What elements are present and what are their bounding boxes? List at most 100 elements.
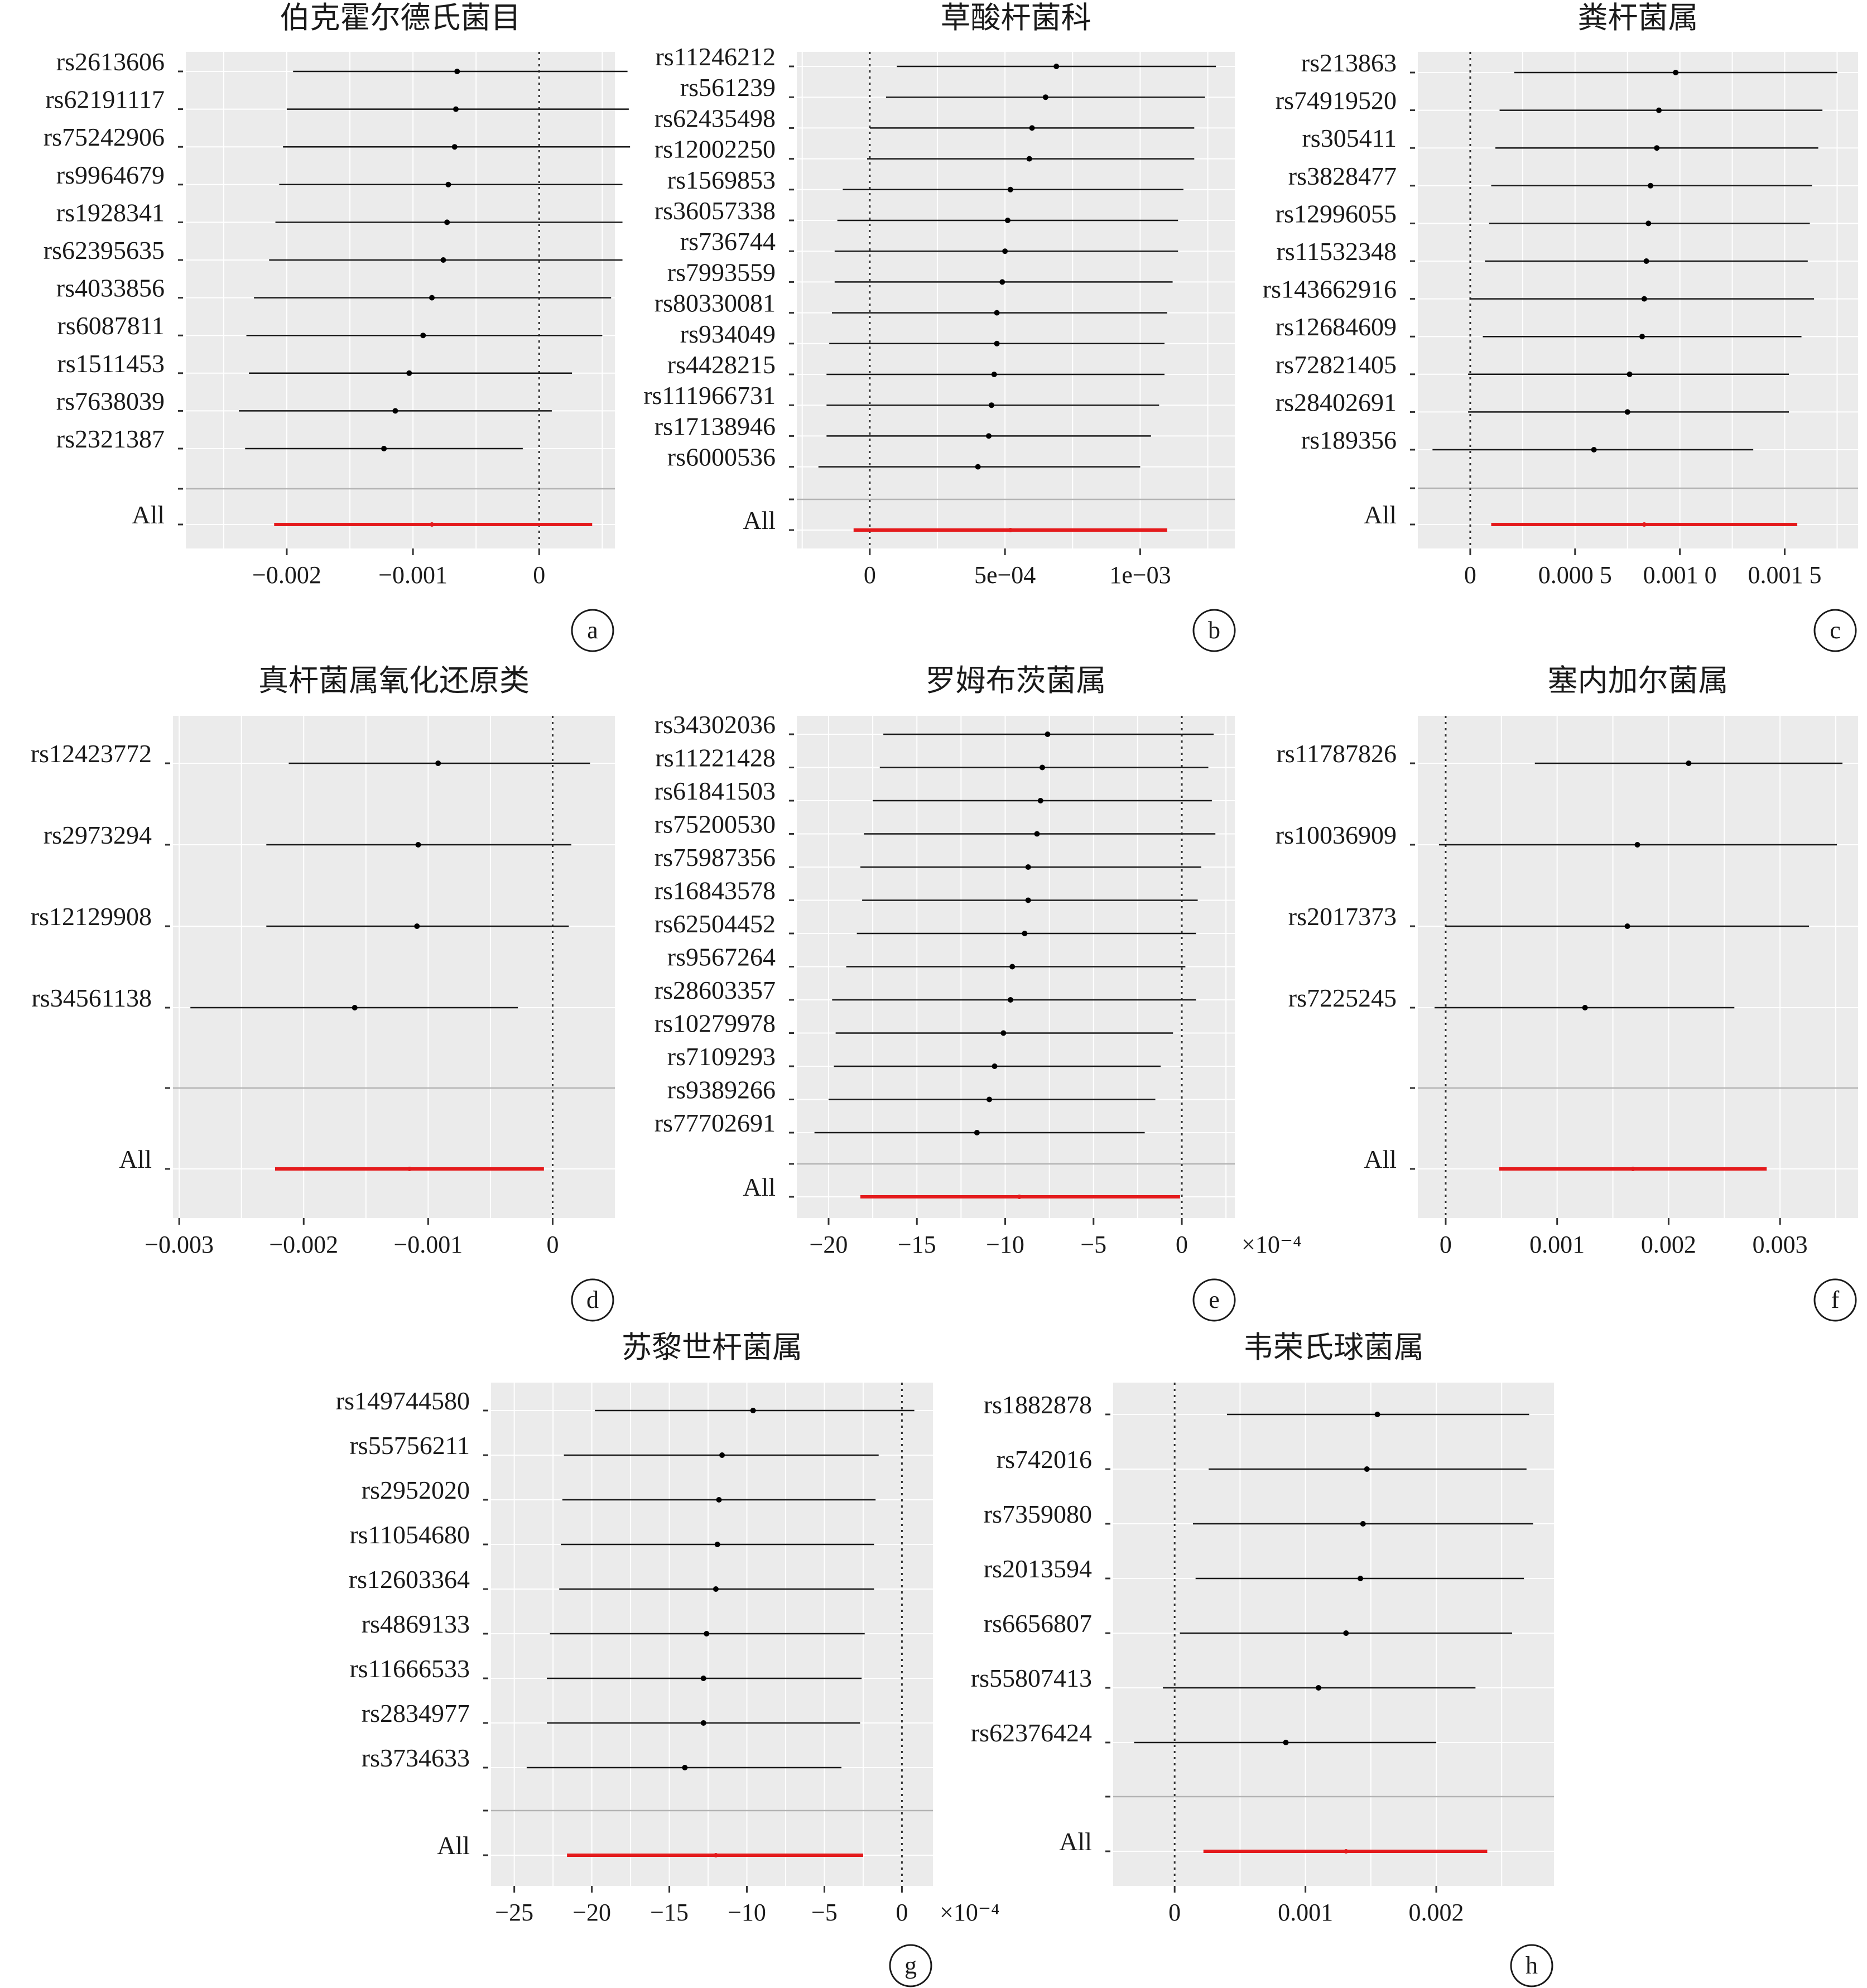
summary-label: All bbox=[743, 506, 776, 535]
row-label: rs7225245 bbox=[1288, 984, 1397, 1012]
forest-row: rs7359080 bbox=[984, 1500, 1533, 1528]
row-label: rs75987356 bbox=[655, 843, 776, 872]
point-estimate bbox=[1374, 1412, 1380, 1417]
row-label: rs561239 bbox=[680, 73, 776, 102]
row-label: rs6000536 bbox=[667, 443, 776, 471]
x-tick-label: 0 bbox=[896, 1899, 908, 1926]
row-label: rs75200530 bbox=[655, 810, 776, 839]
point-estimate bbox=[1053, 64, 1060, 69]
forest-row: rs9567264 bbox=[667, 943, 1186, 971]
panel-badge bbox=[889, 1944, 932, 1987]
point-estimate bbox=[974, 1130, 980, 1135]
row-label: rs77702691 bbox=[655, 1109, 776, 1137]
panel-letter: g bbox=[904, 1952, 917, 1979]
point-estimate bbox=[1283, 1740, 1289, 1745]
forest-row: rs62191117 bbox=[45, 85, 629, 114]
x-tick-label: 0.001 0 bbox=[1643, 561, 1717, 589]
panel-letter: f bbox=[1831, 1286, 1840, 1313]
panel-title: 伯克霍尔德氏菌目 bbox=[280, 1, 521, 35]
summary-estimate bbox=[713, 1853, 718, 1857]
forest-row: rs12423772 bbox=[31, 739, 590, 768]
point-estimate bbox=[352, 1005, 358, 1010]
point-estimate bbox=[1673, 70, 1679, 75]
forest-row: rs72821405 bbox=[1276, 350, 1789, 379]
x-tick-label: 0 bbox=[1176, 1231, 1188, 1258]
row-label: rs2017373 bbox=[1288, 902, 1397, 931]
summary-row: All bbox=[1364, 1145, 1767, 1173]
row-label: rs36057338 bbox=[655, 196, 776, 225]
point-estimate bbox=[414, 923, 420, 929]
point-estimate bbox=[994, 310, 1000, 316]
x-tick-label: 0 bbox=[546, 1231, 559, 1258]
plot-background bbox=[186, 52, 615, 548]
row-label: rs55756211 bbox=[349, 1431, 470, 1460]
row-label: rs742016 bbox=[997, 1445, 1092, 1474]
summary-label: All bbox=[132, 500, 165, 529]
summary-row: All bbox=[1059, 1827, 1488, 1856]
forest-panel-a: 伯克霍尔德氏菌目 rs2613606 rs62191117 rs75242906 rs9… bbox=[44, 1, 631, 652]
forest-row: rs213863 bbox=[1301, 49, 1837, 77]
point-estimate bbox=[999, 279, 1005, 285]
forest-row: rs62435498 bbox=[655, 104, 1195, 132]
forest-row: rs2834977 bbox=[362, 1699, 860, 1727]
row-label: rs12684609 bbox=[1276, 312, 1397, 341]
row-label: rs3734633 bbox=[362, 1744, 470, 1772]
point-estimate bbox=[1000, 1030, 1007, 1036]
point-estimate bbox=[1627, 371, 1633, 377]
row-label: rs2973294 bbox=[44, 821, 152, 849]
point-estimate bbox=[1022, 931, 1028, 936]
x-tick-label: −10 bbox=[728, 1899, 766, 1926]
plot-background bbox=[173, 716, 615, 1218]
row-label: rs2834977 bbox=[362, 1699, 470, 1727]
point-estimate bbox=[994, 340, 1000, 346]
forest-row: rs10279978 bbox=[655, 1009, 1173, 1038]
row-label: rs80330081 bbox=[655, 289, 776, 317]
forest-row: rs62395635 bbox=[44, 236, 623, 264]
forest-row: rs34302036 bbox=[655, 710, 1214, 739]
summary-row: All bbox=[119, 1145, 544, 1173]
point-estimate bbox=[1343, 1630, 1349, 1636]
point-estimate bbox=[1360, 1521, 1366, 1527]
summary-row: All bbox=[1364, 500, 1798, 529]
point-estimate bbox=[1656, 107, 1662, 113]
forest-row: rs11054680 bbox=[349, 1520, 874, 1549]
row-label: rs10279978 bbox=[655, 1009, 776, 1038]
row-label: rs149744580 bbox=[336, 1387, 470, 1415]
panel-title: 韦荣氏球菌属 bbox=[1243, 1331, 1424, 1364]
forest-row: rs11787826 bbox=[1276, 739, 1843, 768]
summary-label: All bbox=[743, 1173, 776, 1201]
forest-row: rs17138946 bbox=[655, 412, 1151, 440]
point-estimate bbox=[1042, 94, 1048, 100]
x-tick-label: 0.001 bbox=[1278, 1899, 1333, 1926]
point-estimate bbox=[704, 1631, 710, 1636]
row-label: rs11666533 bbox=[349, 1654, 470, 1683]
x-tick-label: 0.002 bbox=[1641, 1231, 1696, 1258]
forest-row: rs12603364 bbox=[349, 1565, 874, 1594]
forest-row: rs561239 bbox=[680, 73, 1205, 102]
plot-background bbox=[1418, 52, 1858, 548]
row-label: rs62504452 bbox=[655, 909, 776, 938]
forest-row: rs77702691 bbox=[655, 1109, 1145, 1137]
row-label: rs16843578 bbox=[655, 877, 776, 905]
summary-estimate bbox=[430, 522, 435, 527]
point-estimate bbox=[987, 1096, 993, 1103]
row-label: rs11054680 bbox=[349, 1520, 470, 1549]
x-tick-label: −20 bbox=[572, 1899, 611, 1926]
row-label: rs6656807 bbox=[984, 1609, 1092, 1638]
summary-estimate bbox=[1017, 1195, 1022, 1199]
point-estimate bbox=[975, 464, 981, 470]
row-label: rs7638039 bbox=[56, 387, 165, 415]
forest-row: rs74919520 bbox=[1276, 86, 1823, 115]
row-label: rs189356 bbox=[1301, 426, 1397, 454]
row-label: rs12002250 bbox=[655, 135, 776, 163]
x-tick-label: −0.001 bbox=[393, 1231, 463, 1258]
row-label: rs62191117 bbox=[45, 85, 165, 114]
axis-multiplier: ×10⁻⁴ bbox=[1242, 1231, 1301, 1258]
summary-label: All bbox=[1364, 500, 1397, 529]
forest-row: rs12684609 bbox=[1276, 312, 1802, 341]
forest-row: rs149744580 bbox=[336, 1387, 915, 1415]
point-estimate bbox=[1641, 296, 1647, 302]
row-label: rs55807413 bbox=[971, 1664, 1092, 1692]
panel-badge bbox=[571, 609, 614, 652]
